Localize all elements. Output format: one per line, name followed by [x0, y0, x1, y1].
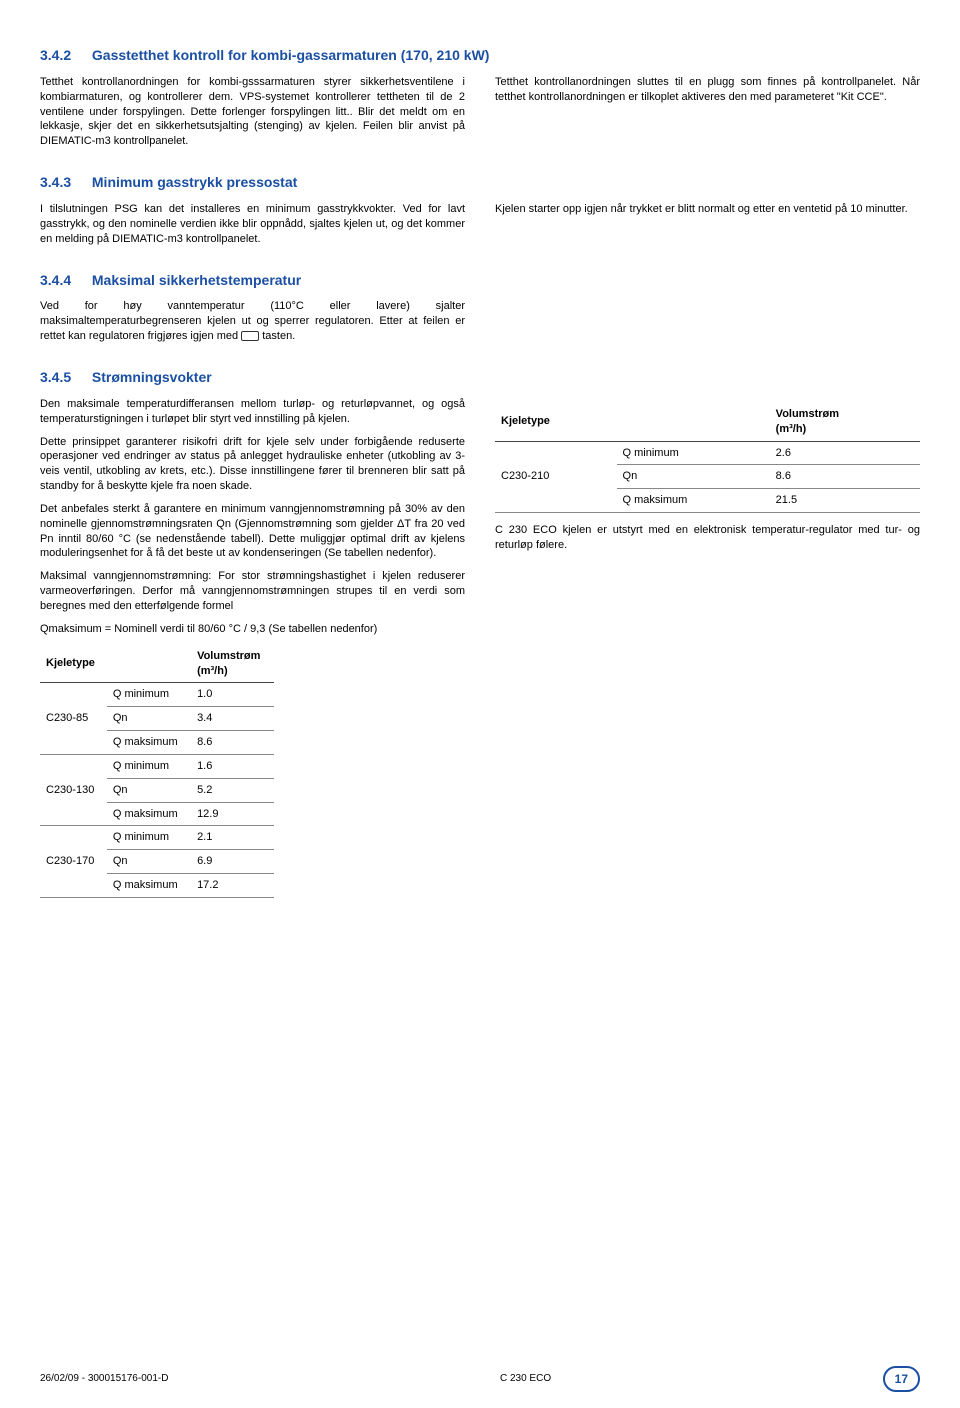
s344-p1b: tasten. — [262, 330, 295, 342]
cell-label: Qn — [107, 850, 191, 874]
section-num: 3.4.5 — [40, 368, 88, 387]
page-number-badge: 17 — [883, 1366, 920, 1392]
cell-label: Q maksimum — [617, 489, 770, 513]
cell-label: Q minimum — [107, 754, 191, 778]
s345-left-p1: Den maksimale temperaturdifferansen mell… — [40, 397, 465, 427]
cell-label: Q minimum — [107, 826, 191, 850]
cell-val: 3.4 — [191, 707, 274, 731]
page-footer: 26/02/09 - 300015176-001-D C 230 ECO 17 — [40, 1366, 920, 1392]
table-row: C230-85Q minimum1.0 — [40, 683, 274, 707]
s345-left-p4: Maksimal vanngjennomstrømning: For stor … — [40, 569, 465, 614]
cell-val: 1.0 — [191, 683, 274, 707]
cell-val: 12.9 — [191, 802, 274, 826]
cell-val: 5.2 — [191, 778, 274, 802]
th-flow-l2: (m³/h) — [197, 665, 228, 677]
cell-type: C230-85 — [40, 683, 107, 755]
cell-val: 6.9 — [191, 850, 274, 874]
section-num: 3.4.2 — [40, 46, 88, 65]
section-345-heading: 3.4.5 Strømningsvokter — [40, 368, 920, 387]
section-title: Minimum gasstrykk pressostat — [92, 174, 297, 190]
table-row: C230-130Q minimum1.6 — [40, 754, 274, 778]
s342-left-p1: Tetthet kontrollanordningen for kombi-gs… — [40, 75, 465, 149]
th-spacer — [617, 403, 770, 441]
cell-val: 8.6 — [770, 465, 920, 489]
section-344-heading: 3.4.4 Maksimal sikkerhetstemperatur — [40, 271, 920, 290]
footer-left: 26/02/09 - 300015176-001-D — [40, 1372, 168, 1386]
s345-left-p5: Qmaksimum = Nominell verdi til 80/60 °C … — [40, 622, 465, 637]
right-flow-table: Kjeletype Volumstrøm (m³/h) C230-210Q mi… — [495, 403, 920, 513]
th-flow: Volumstrøm (m³/h) — [191, 645, 274, 683]
section-title: Maksimal sikkerhetstemperatur — [92, 272, 301, 288]
cell-type: C230-130 — [40, 754, 107, 826]
s344-p1: Ved for høy vanntemperatur (110°C eller … — [40, 299, 465, 344]
s345-left-p3: Det anbefales sterkt å garantere en mini… — [40, 502, 465, 561]
th-type: Kjeletype — [495, 403, 617, 441]
th-flow: Volumstrøm (m³/h) — [770, 403, 920, 441]
th-spacer — [107, 645, 191, 683]
section-title: Strømningsvokter — [92, 369, 212, 385]
th-type: Kjeletype — [40, 645, 107, 683]
cell-label: Qn — [107, 707, 191, 731]
s345-left-p2: Dette prinsippet garanterer risikofri dr… — [40, 435, 465, 494]
section-343-body: I tilslutningen PSG kan det installeres … — [40, 202, 920, 255]
th-flow-l2: (m³/h) — [776, 423, 807, 435]
section-342-heading: 3.4.2 Gasstetthet kontroll for kombi-gas… — [40, 46, 920, 65]
cell-val: 1.6 — [191, 754, 274, 778]
th-flow-l1: Volumstrøm — [776, 408, 839, 420]
cell-type: C230-170 — [40, 826, 107, 898]
cell-label: Qn — [107, 778, 191, 802]
cell-label: Q minimum — [107, 683, 191, 707]
s343-right-p1: Kjelen starter opp igjen når trykket er … — [495, 202, 920, 217]
section-342-body: Tetthet kontrollanordningen for kombi-gs… — [40, 75, 920, 157]
s343-left-p1: I tilslutningen PSG kan det installeres … — [40, 202, 465, 247]
table-row: C230-210Q minimum2.6 — [495, 441, 920, 465]
left-flow-table: Kjeletype Volumstrøm (m³/h) C230-85Q min… — [40, 645, 274, 898]
cell-label: Qn — [617, 465, 770, 489]
cell-type: C230-210 — [495, 441, 617, 513]
section-345-body: Den maksimale temperaturdifferansen mell… — [40, 397, 920, 908]
section-num: 3.4.3 — [40, 173, 88, 192]
footer-center: C 230 ECO — [500, 1372, 551, 1386]
cell-val: 8.6 — [191, 731, 274, 755]
cell-label: Q maksimum — [107, 731, 191, 755]
th-flow-l1: Volumstrøm — [197, 650, 260, 662]
s342-right-p1: Tetthet kontrollanordningen sluttes til … — [495, 75, 920, 105]
cell-val: 2.1 — [191, 826, 274, 850]
cell-val: 21.5 — [770, 489, 920, 513]
section-343-heading: 3.4.3 Minimum gasstrykk pressostat — [40, 173, 920, 192]
table-row: C230-170Q minimum2.1 — [40, 826, 274, 850]
section-title: Gasstetthet kontroll for kombi-gassarmat… — [92, 47, 490, 63]
section-344-body: Ved for høy vanntemperatur (110°C eller … — [40, 299, 920, 352]
cell-label: Q minimum — [617, 441, 770, 465]
cell-label: Q maksimum — [107, 874, 191, 898]
s345-right-p1: C 230 ECO kjelen er utstyrt med en elekt… — [495, 523, 920, 553]
cell-label: Q maksimum — [107, 802, 191, 826]
cell-val: 2.6 — [770, 441, 920, 465]
cell-val: 17.2 — [191, 874, 274, 898]
reset-key-icon — [241, 331, 259, 341]
section-num: 3.4.4 — [40, 271, 88, 290]
